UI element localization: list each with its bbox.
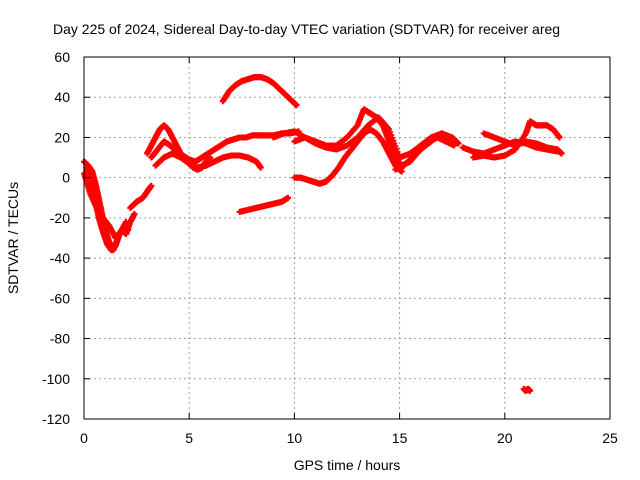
- y-tick-label: -40: [50, 250, 70, 266]
- series-s3: [81, 170, 130, 241]
- series-s13: [392, 134, 458, 173]
- y-tick-label: 40: [54, 89, 70, 105]
- y-tick-label: 20: [54, 129, 70, 145]
- data-point: [257, 164, 264, 171]
- x-tick-label: 0: [80, 430, 88, 446]
- x-axis-title: GPS time / hours: [294, 457, 401, 473]
- x-tick-label: 10: [287, 430, 303, 446]
- x-tick-label: 20: [497, 430, 513, 446]
- series-s4: [127, 182, 155, 211]
- series-s16: [470, 118, 563, 161]
- y-tick-label: -100: [42, 371, 70, 387]
- data-point: [558, 150, 565, 157]
- series-s9: [236, 194, 292, 215]
- y-tick-label: 0: [62, 170, 70, 186]
- x-tick-label: 25: [602, 430, 618, 446]
- y-tick-label: -60: [50, 290, 70, 306]
- series-s2: [83, 164, 132, 254]
- x-tick-label: 15: [392, 430, 408, 446]
- y-tick-label: -20: [50, 210, 70, 226]
- y-tick-label: -120: [42, 411, 70, 427]
- gridlines: [84, 57, 610, 419]
- plot-frame: [83, 56, 611, 420]
- data-point: [556, 134, 563, 141]
- x-axis-ticks: 0 5 10 15 20 25: [80, 57, 618, 446]
- x-tick-label: 5: [185, 430, 193, 446]
- chart-title: Day 225 of 2024, Sidereal Day-to-day VTE…: [53, 21, 560, 37]
- y-tick-label: 60: [54, 49, 70, 65]
- data-point: [455, 140, 462, 147]
- data-point: [527, 387, 534, 394]
- data-points: [81, 74, 565, 394]
- y-axis-ticks: -120 -100 -80 -60 -40 -20 0 20 40 60: [42, 49, 610, 427]
- series-s7: [152, 150, 264, 171]
- data-point: [131, 210, 138, 217]
- series-s8: [219, 74, 300, 109]
- data-point: [125, 226, 132, 233]
- y-tick-label: -80: [50, 331, 70, 347]
- series-s17: [520, 385, 534, 394]
- data-point: [123, 218, 130, 225]
- y-axis-title: SDTVAR / TECUs: [5, 182, 21, 294]
- data-point: [148, 182, 155, 189]
- data-point: [285, 194, 292, 201]
- data-point: [451, 142, 458, 149]
- data-point: [293, 102, 300, 109]
